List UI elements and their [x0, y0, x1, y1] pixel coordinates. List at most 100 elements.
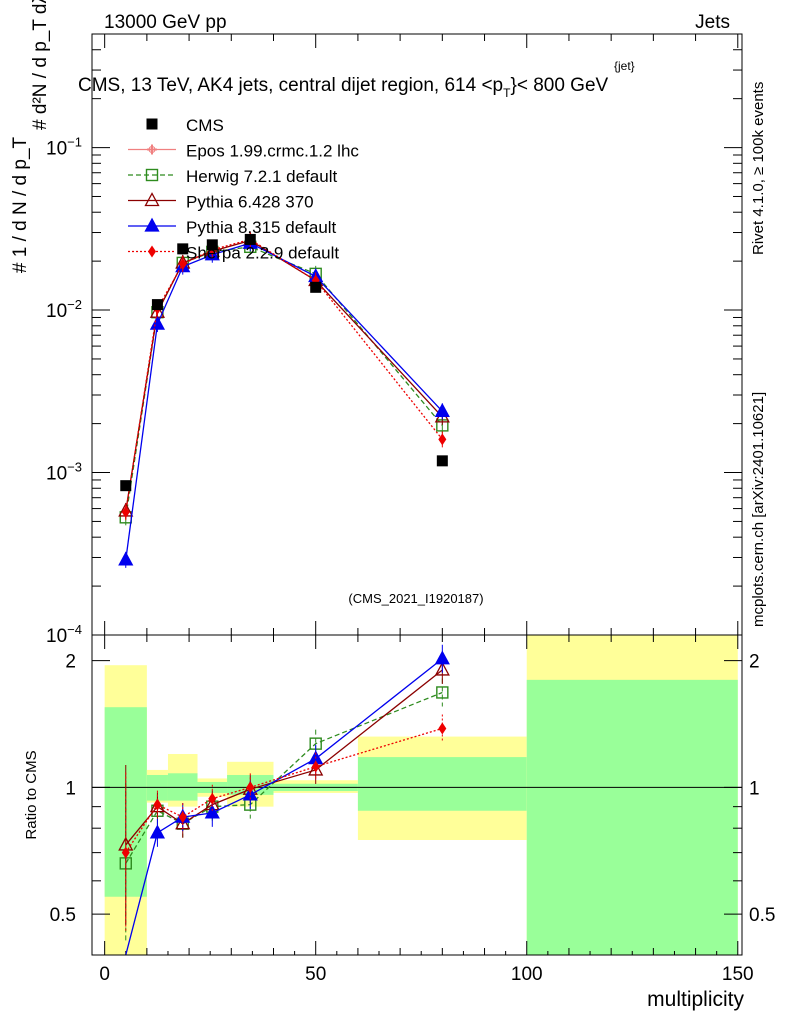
series-point-ratio [434, 650, 450, 665]
series-point-main [438, 433, 447, 446]
legend-item: Pythia 6.428 370 [128, 192, 314, 212]
cms-data-point [151, 299, 163, 311]
category-label: Jets [695, 12, 730, 33]
ratio-axis-group: 0 50 100 150 2 2 1 1 0.5 0.5 [50, 635, 775, 985]
marker-diamond [148, 245, 156, 258]
legend-item: CMS [146, 116, 224, 135]
series-point-ratio [208, 792, 217, 805]
legend-marker [146, 118, 158, 130]
ratio-y-axis-label: Ratio to CMS [23, 750, 40, 839]
marker-diamond [246, 781, 255, 794]
y-tick-label: 10−4 [46, 622, 82, 647]
series-point-ratio [178, 811, 187, 824]
legend-item: Epos 1.99.crmc.1.2 lhc [128, 142, 359, 161]
mcplots-label: mcplots.cern.ch [arXiv:2401.10621] [750, 392, 767, 627]
legend-item: Sherpa 2.2.9 default [128, 244, 339, 263]
marker-diamond [311, 760, 320, 773]
marker-square [206, 239, 218, 251]
series-point-ratio [121, 846, 130, 859]
main-series-group [118, 231, 450, 568]
marker-cross-ring [148, 146, 156, 153]
ratio-tick-label-right: 2 [749, 652, 760, 673]
rivet-version-label: Rivet 4.1.0, ≥ 100k events [750, 82, 767, 255]
series-point-ratio [246, 781, 255, 794]
y-axis-label-bottom: # 1 / d N / d p_T [10, 136, 31, 273]
y-tick-label: 10−3 [46, 460, 82, 485]
cms-data-point [310, 281, 322, 293]
marker-triangle [308, 761, 324, 776]
series-point-main [121, 506, 130, 519]
plot-title: CMS, 13 TeV, AK4 jets, central dijet reg… [78, 75, 609, 100]
marker-triangle [118, 551, 134, 566]
marker-square [436, 455, 448, 467]
cms-data-point [206, 239, 218, 251]
legend-marker [144, 217, 160, 232]
legend-label: Herwig 7.2.1 default [186, 167, 337, 186]
series-point-ratio [434, 661, 450, 676]
legend: CMS Epos 1.99.crmc.1.2 lhc Herwig 7.2.1 de… [128, 116, 359, 263]
legend-marker [144, 192, 160, 207]
legend-label: Epos 1.99.crmc.1.2 lhc [186, 142, 359, 161]
marker-triangle [204, 804, 220, 819]
series-point-ratio [438, 722, 447, 735]
ratio-series-group [118, 644, 450, 956]
series-point-ratio [149, 824, 166, 839]
marker-diamond [178, 258, 187, 271]
marker-diamond [121, 846, 130, 859]
ratio-tick-label: 0.5 [50, 905, 76, 926]
legend-marker [148, 245, 156, 258]
x-tick-label: 100 [511, 964, 543, 985]
marker-diamond [438, 722, 447, 735]
y-tick-label: 10−2 [46, 297, 82, 322]
y-axis-label-top: # d²N / d p_T dλ [30, 0, 51, 130]
marker-square [151, 299, 163, 311]
plot-title-sup: {jet} [614, 59, 635, 73]
legend-label: CMS [186, 116, 224, 135]
y-tick-label: 10−1 [46, 135, 82, 160]
ratio-tick-label-right: 0.5 [749, 905, 775, 926]
marker-triangle [434, 661, 450, 676]
series-point-main [434, 402, 450, 417]
series-point-ratio [204, 804, 220, 819]
ratio-plot-frame [91, 634, 743, 956]
marker-square [177, 243, 189, 255]
ratio-tick-label: 2 [65, 652, 76, 673]
marker-triangle [144, 217, 160, 232]
marker-triangle [149, 824, 166, 839]
x-tick-label: 50 [305, 964, 326, 985]
band-inner [526, 679, 738, 955]
legend-label: Sherpa 2.2.9 default [186, 244, 339, 263]
x-tick-label: 0 [99, 964, 110, 985]
series-point-ratio [311, 760, 320, 773]
x-tick-label: 150 [722, 964, 754, 985]
marker-open-square [145, 168, 159, 182]
cms-data-point [244, 233, 256, 245]
energy-label: 13000 GeV pp [104, 12, 227, 33]
marker-diamond [178, 811, 187, 824]
series-point-ratio [308, 761, 324, 776]
marker-diamond [208, 792, 217, 805]
marker-diamond [438, 433, 447, 446]
plot-title-main: CMS, 13 TeV, AK4 jets, central dijet reg… [78, 75, 503, 96]
series-point-main [178, 258, 187, 271]
legend-marker [147, 144, 157, 155]
legend-label: Pythia 6.428 370 [186, 193, 314, 212]
legend-label: Pythia 8.315 default [186, 218, 337, 237]
plot-title-end: }< 800 GeV [510, 75, 608, 96]
legend-marker [145, 168, 159, 182]
marker-square [120, 480, 132, 492]
marker-triangle [434, 402, 450, 417]
marker-triangle [434, 650, 450, 665]
marker-square [244, 233, 256, 245]
series-point-ratio [436, 686, 449, 699]
marker-square [310, 281, 322, 293]
marker-triangle [144, 192, 160, 207]
cms-data-point [177, 243, 189, 255]
marker-diamond [153, 798, 162, 811]
ratio-tick-label-right: 1 [749, 778, 760, 799]
series-point-main [118, 551, 134, 566]
main-axis-group: 10−1 10−2 10−3 10−4 [46, 33, 742, 647]
marker-open-square [436, 686, 449, 699]
cms-data-point [120, 480, 132, 492]
